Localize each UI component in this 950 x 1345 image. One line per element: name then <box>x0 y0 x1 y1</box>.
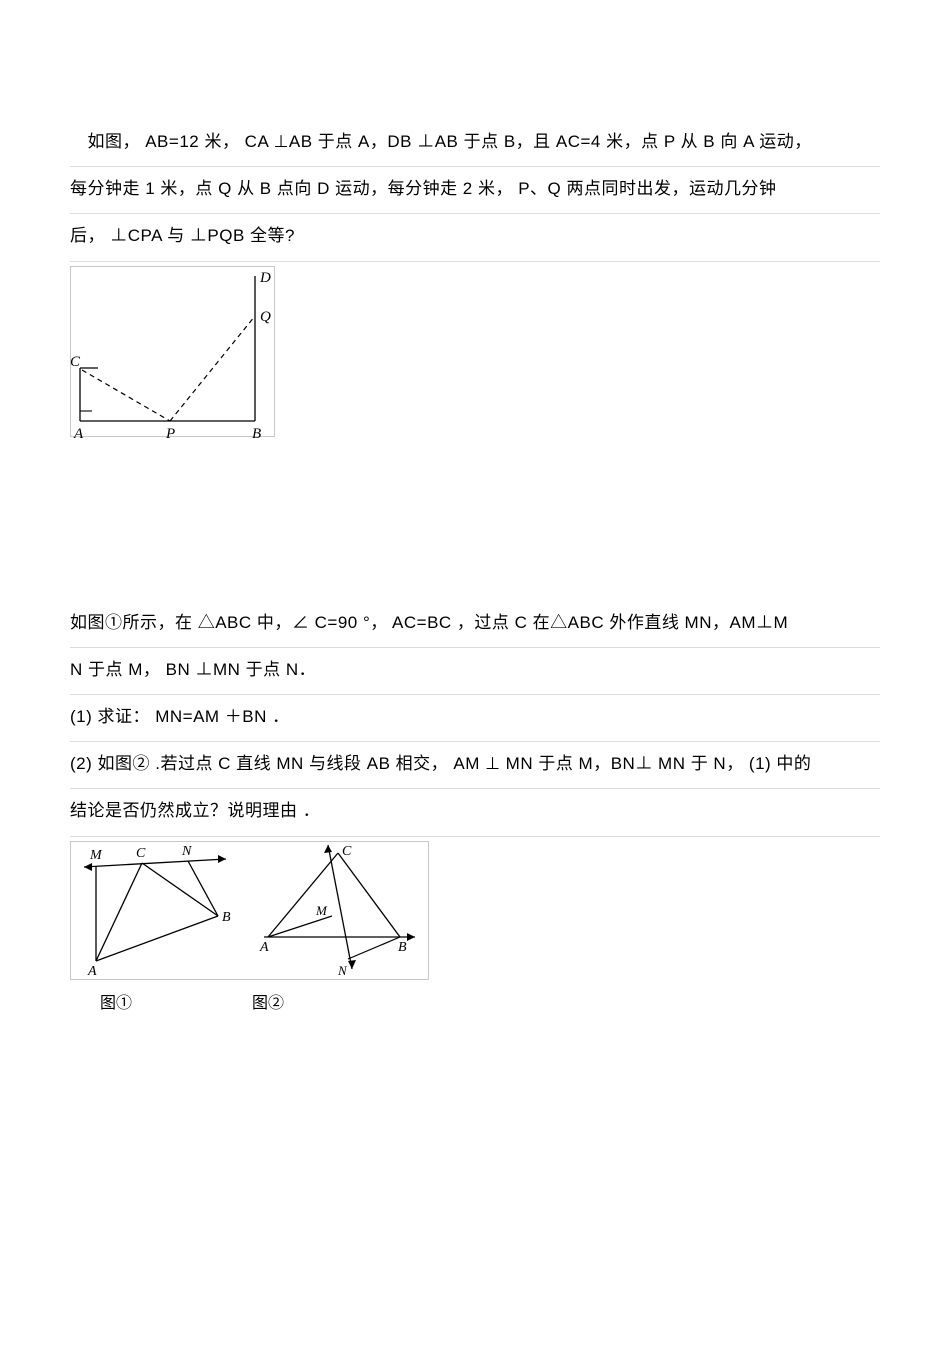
geometry-diagram-icon: M C N A B C A B M N <box>70 841 430 981</box>
problem-2-line-1: 如图①所示，在 △ABC 中，∠ C=90 °， AC=BC ，过点 C 在△A… <box>70 601 880 648</box>
svg-text:N: N <box>337 963 348 978</box>
problem-1-line-3: 后， ⊥CPA 与 ⊥PQB 全等? <box>70 214 880 261</box>
problem-1-figure: A B C D P Q <box>70 266 880 441</box>
figure-labels-row: 图① 图② <box>70 989 880 1013</box>
problem-2-text: 如图①所示，在 △ABC 中，∠ C=90 °， AC=BC ，过点 C 在△A… <box>70 601 880 837</box>
problem-1-text: 如图， AB=12 米， CA ⊥AB 于点 A，DB ⊥AB 于点 B，且 A… <box>70 120 880 262</box>
problem-2-figure: M C N A B C A B M N <box>70 841 880 1013</box>
svg-text:N: N <box>181 844 192 859</box>
svg-text:M: M <box>315 903 328 918</box>
figure-2-label: 图② <box>252 989 284 1013</box>
figure-1-label: 图① <box>100 989 132 1013</box>
svg-text:A: A <box>259 940 269 955</box>
problem-2-line-2: N 于点 M， BN ⊥MN 于点 N． <box>70 648 880 695</box>
vertical-gap <box>70 461 880 601</box>
svg-text:P: P <box>165 426 175 441</box>
problem-1-line-1: 如图， AB=12 米， CA ⊥AB 于点 A，DB ⊥AB 于点 B，且 A… <box>70 120 880 167</box>
svg-text:M: M <box>89 848 103 863</box>
problem-2-line-5: 结论是否仍然成立？说明理由 ． <box>70 789 880 836</box>
svg-text:C: C <box>342 844 352 859</box>
svg-text:C: C <box>70 354 81 370</box>
problem-1-line-2: 每分钟走 1 米，点 Q 从 B 点向 D 运动，每分钟走 2 米， P、Q 两… <box>70 167 880 214</box>
page: 如图， AB=12 米， CA ⊥AB 于点 A，DB ⊥AB 于点 B，且 A… <box>0 0 950 1345</box>
geometry-diagram-icon: A B C D P Q <box>70 266 275 441</box>
svg-text:Q: Q <box>260 309 271 325</box>
svg-text:B: B <box>398 940 407 955</box>
problem-2-line-3: (1) 求证： MN=AM ＋BN ． <box>70 695 880 742</box>
svg-text:A: A <box>73 426 84 441</box>
svg-text:A: A <box>87 964 97 979</box>
vertical-gap <box>70 1033 880 1143</box>
svg-text:C: C <box>136 846 146 861</box>
svg-text:D: D <box>259 270 271 286</box>
problem-2-line-4: (2) 如图② .若过点 C 直线 MN 与线段 AB 相交， AM ⊥ MN … <box>70 742 880 789</box>
svg-text:B: B <box>252 426 261 441</box>
svg-text:B: B <box>222 910 231 925</box>
